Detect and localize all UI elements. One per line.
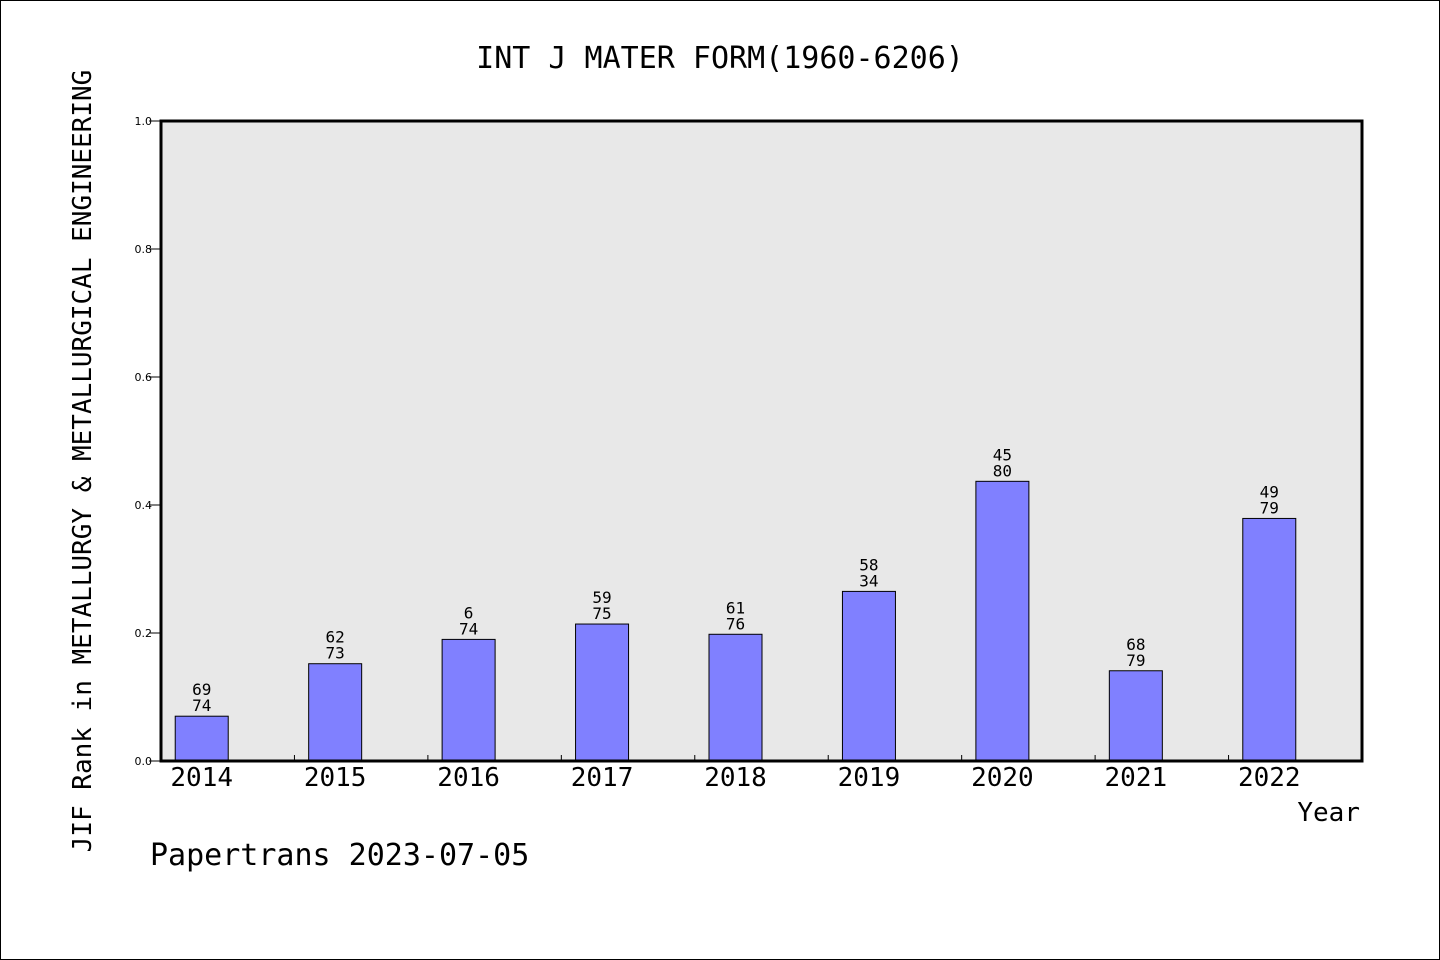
bar-2017 [575,623,630,762]
x-tick-label: 2015 [304,763,367,793]
x-tick-label: 2022 [1238,763,1301,793]
y-tick-label: 0.0 [135,755,153,768]
bar-label-bottom: 34 [859,571,878,590]
x-tick-label: 2014 [170,763,233,793]
y-tick-label: 1.0 [135,115,153,128]
y-tick-label: 0.4 [135,499,153,512]
bar-label-bottom: 74 [459,619,478,638]
bar-2020 [975,480,1030,762]
x-tick-label: 2016 [437,763,500,793]
bar-label-top: 45 [993,445,1012,464]
bar-label-top: 59 [592,588,611,607]
x-tick-label: 2017 [571,763,634,793]
x-tick-label: 2021 [1105,763,1168,793]
y-tick-label: 0.6 [135,371,153,384]
bar-label-bottom: 79 [1260,498,1279,517]
bar-label-top: 68 [1126,635,1145,654]
bar-label-top: 61 [726,598,745,617]
y-tick-label: 0.2 [135,627,153,640]
x-tick-label: 2018 [704,763,767,793]
bar-label-bottom: 75 [592,604,611,623]
bar-label-bottom: 76 [726,614,745,633]
bar-label-top: 62 [326,628,345,647]
plot-border [159,119,1364,763]
bar-2022 [1242,517,1297,762]
bar-2015 [308,663,363,762]
chart-title: INT J MATER FORM(1960-6206) [476,41,964,76]
bar-2021 [1108,670,1163,762]
bar-label-bottom: 80 [993,461,1012,480]
footer-text: Papertrans 2023-07-05 [150,838,529,873]
bar-label-top: 6 [464,603,474,622]
bar-2014 [174,715,229,762]
bar-2016 [441,638,496,762]
bar-label-top: 69 [192,680,211,699]
bar-label-bottom: 79 [1126,651,1145,670]
bar-label-top: 58 [859,555,878,574]
x-tick-label: 2020 [971,763,1034,793]
x-ticks-group: 2014 2015 2016 2017 2018 2019 2020 2021 2022 [170,755,1301,793]
bar-label-bottom: 73 [326,644,345,663]
bar-label-top: 49 [1260,482,1279,501]
x-tick-label: 2019 [838,763,901,793]
x-axis-label: Year [1297,798,1360,828]
bar-label-bottom: 74 [192,696,211,715]
bar-2019 [841,590,896,762]
y-ticks-group: 0.0 0.2 0.4 0.6 0.8 1.0 [135,115,161,768]
bar-2018 [708,633,763,762]
y-axis-label: JIF Rank in METALLURGY & METALLURGICAL E… [68,70,98,853]
y-tick-label: 0.8 [135,243,153,256]
